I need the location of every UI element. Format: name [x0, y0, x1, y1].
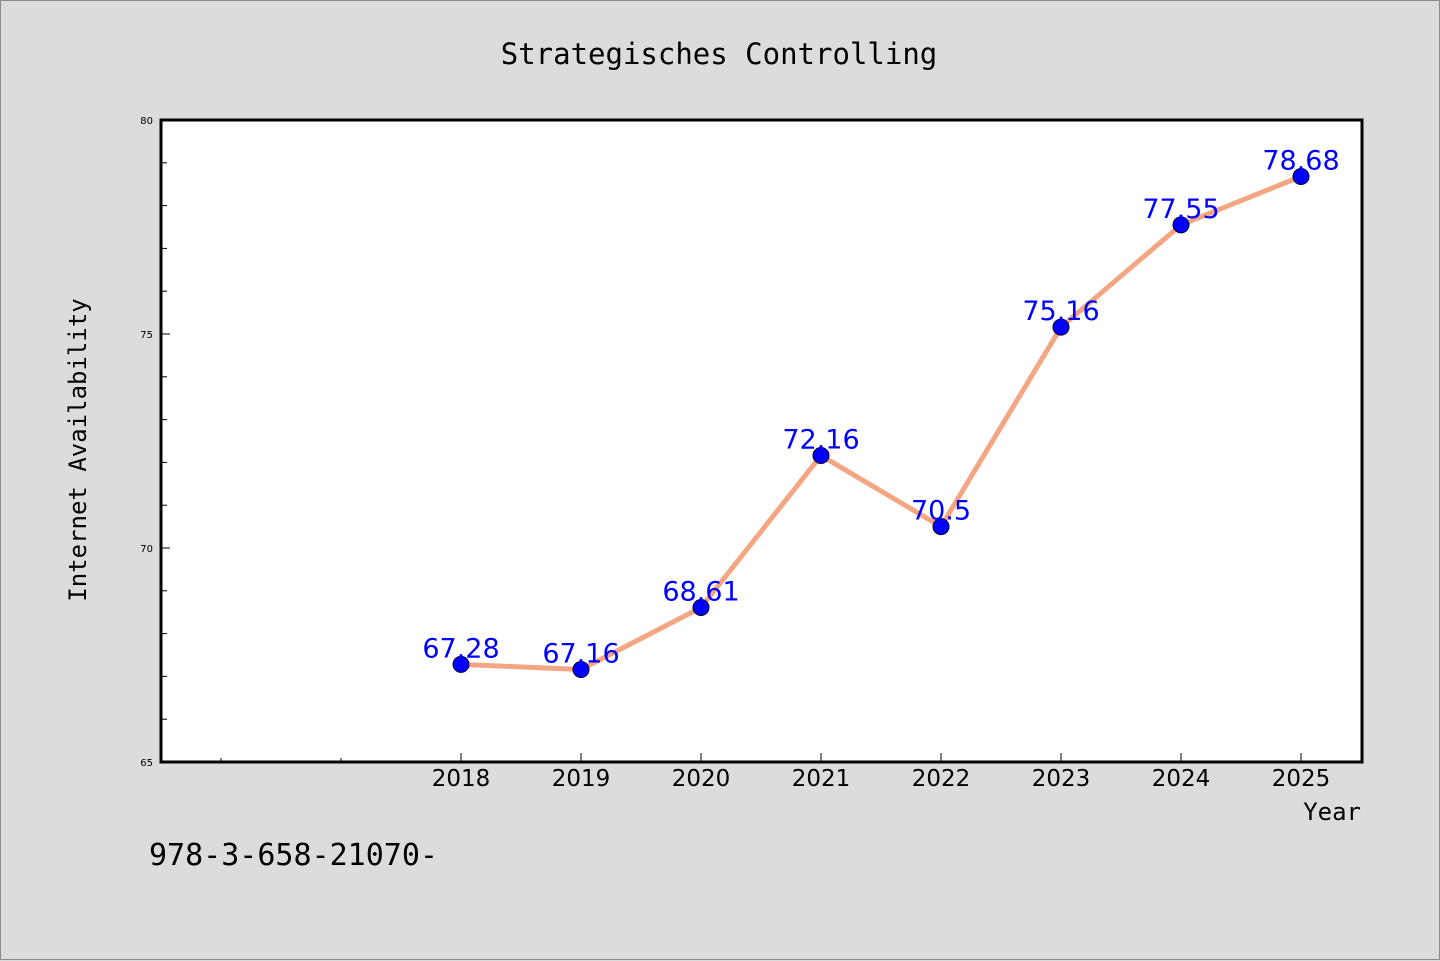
x-tick-label: 2023	[1032, 766, 1091, 792]
y-tick-label: 80	[140, 116, 153, 127]
x-tick-label: 2024	[1152, 766, 1211, 792]
x-tick-label: 2018	[432, 766, 491, 792]
data-point	[932, 518, 950, 536]
data-point	[812, 447, 830, 465]
plot-area	[159, 118, 1364, 764]
data-label: 75.16	[1022, 296, 1099, 327]
y-tick-label: 70	[140, 544, 153, 555]
x-tick-label: 2021	[792, 766, 851, 792]
data-point	[572, 661, 590, 679]
data-label: 77.55	[1142, 194, 1219, 225]
chart-title: Strategisches Controlling	[501, 37, 938, 71]
data-point	[1292, 167, 1310, 185]
x-tick-label: 2020	[672, 766, 731, 792]
data-point	[692, 598, 710, 616]
y-axis-label: Internet Availability	[64, 298, 92, 601]
data-point	[1172, 216, 1190, 234]
data-label: 78.68	[1262, 145, 1339, 176]
data-label: 70.5	[911, 496, 971, 527]
x-tick-label: 2019	[552, 766, 611, 792]
y-tick-label: 75	[140, 330, 153, 341]
series-line	[458, 173, 1304, 673]
data-point	[1052, 318, 1070, 336]
data-label: 67.16	[542, 639, 619, 670]
data-point	[452, 655, 470, 673]
data-label: 68.61	[662, 576, 739, 607]
x-axis: 2018 2019 2020 2021 2022 2023 2024 2025	[220, 753, 1331, 792]
x-tick-label: 2025	[1272, 766, 1331, 792]
y-tick-label: 65	[140, 758, 153, 769]
footnote: 978-3-658-21070-	[149, 838, 438, 873]
data-label: 67.28	[422, 633, 499, 664]
y-axis: 65 70 75 80	[140, 116, 170, 769]
x-tick-label: 2022	[912, 766, 971, 792]
x-axis-label: Year	[1303, 798, 1361, 826]
series-layer: 67.28 67.16 68.61 72.16 70.5 75.16 77.55 78.68	[422, 145, 1340, 679]
data-label: 72.16	[782, 425, 859, 456]
